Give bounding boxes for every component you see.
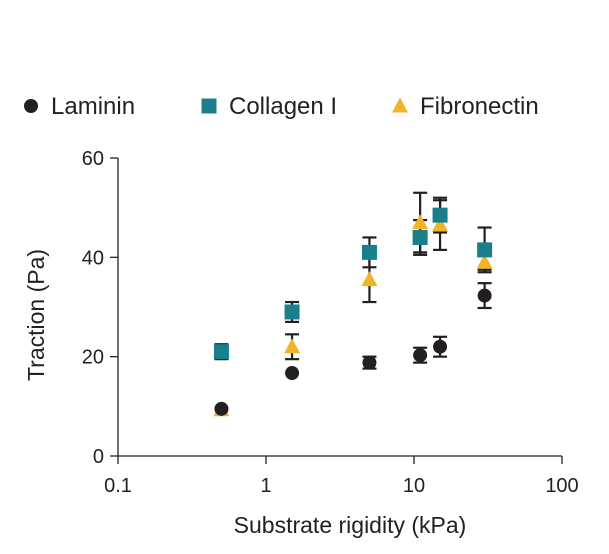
laminin-point	[362, 355, 377, 370]
laminin-point	[214, 401, 229, 416]
axes	[117, 158, 562, 457]
x-tick-label: 100	[545, 475, 578, 497]
ticks: 0 20 40 60 0.1 1 10 100	[82, 148, 579, 497]
legend-marker-fibronectin	[392, 97, 408, 113]
collagen-i-point	[477, 242, 493, 258]
collagen-i-point	[361, 244, 377, 260]
y-axis-title: Traction (Pa)	[23, 249, 49, 381]
laminin-point	[413, 348, 428, 363]
collagen-i-point	[213, 344, 229, 360]
data-markers	[213, 207, 493, 417]
y-tick-label: 0	[93, 446, 104, 468]
error-bars	[214, 191, 492, 370]
laminin-point	[477, 288, 492, 303]
legend-label-fibronectin: Fibronectin	[420, 93, 539, 120]
x-tick-label: 1	[260, 475, 271, 497]
legend-item-fibronectin: Fibronectin	[392, 93, 539, 120]
legend: Laminin Collagen I Fibronectin	[24, 93, 539, 120]
legend-marker-laminin	[24, 99, 38, 113]
legend-label-collagen-i: Collagen I	[229, 93, 337, 120]
fibronectin-point	[476, 253, 493, 269]
legend-item-laminin: Laminin	[24, 93, 135, 120]
y-tick-label: 20	[82, 347, 104, 369]
fibronectin-point	[432, 216, 449, 232]
fibronectin-point	[361, 271, 378, 287]
legend-label-laminin: Laminin	[51, 93, 135, 120]
y-tick-label: 60	[82, 148, 104, 170]
x-tick-label: 10	[403, 475, 425, 497]
collagen-i-point	[412, 229, 428, 245]
legend-item-collagen-i: Collagen I	[201, 93, 337, 120]
y-tick-label: 40	[82, 247, 104, 269]
collagen-i-point	[284, 304, 300, 320]
x-tick-label: 0.1	[104, 475, 132, 497]
fibronectin-point	[412, 214, 429, 230]
laminin-point	[285, 366, 300, 381]
x-axis-title: Substrate rigidity (kPa)	[234, 512, 467, 538]
laminin-point	[433, 339, 448, 354]
fibronectin-point	[284, 338, 301, 354]
legend-marker-collagen-i	[201, 98, 217, 114]
collagen-i-point	[432, 207, 448, 223]
